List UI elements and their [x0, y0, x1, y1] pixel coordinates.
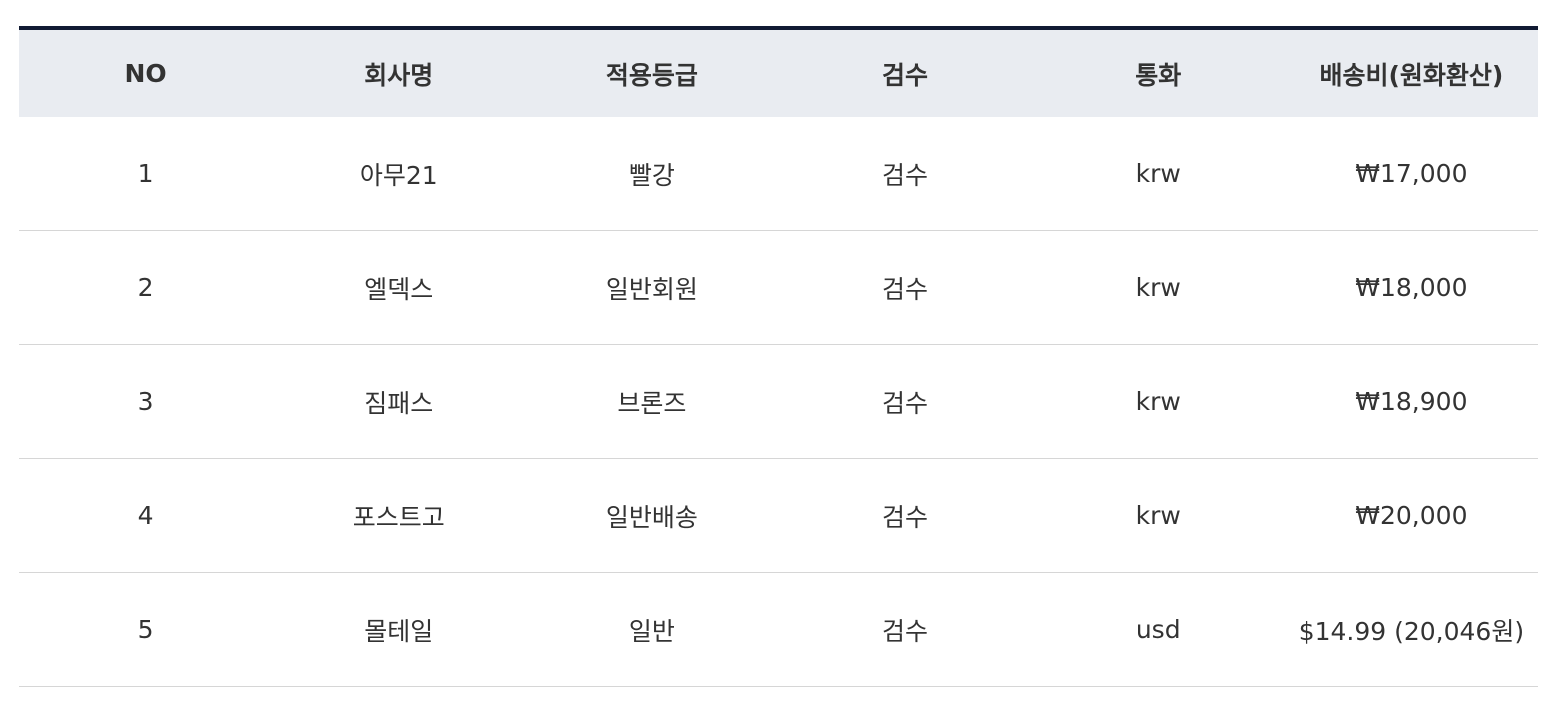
cell-company: 엘덱스 [272, 230, 526, 345]
cell-company: 포스트고 [272, 458, 526, 573]
cell-inspection: 검수 [778, 344, 1032, 459]
cell-shipping-fee: $14.99 (20,046원) [1284, 572, 1538, 687]
cell-inspection: 검수 [778, 458, 1032, 573]
table-header-row: NO 회사명 적용등급 검수 통화 배송비(원화환산) [19, 28, 1538, 117]
cell-company: 아무21 [272, 117, 526, 231]
cell-currency: krw [1031, 230, 1285, 345]
cell-no: 2 [19, 230, 273, 345]
cell-grade: 일반회원 [525, 230, 779, 345]
header-no: NO [19, 28, 273, 117]
table-row: 4 포스트고 일반배송 검수 krw ₩20,000 [19, 458, 1538, 573]
cell-currency: krw [1031, 344, 1285, 459]
header-company: 회사명 [272, 28, 526, 117]
header-shipping-fee: 배송비(원화환산) [1284, 28, 1538, 117]
cell-shipping-fee: ₩17,000 [1284, 117, 1538, 231]
cell-no: 1 [19, 117, 273, 231]
cell-currency: krw [1031, 458, 1285, 573]
cell-shipping-fee: ₩18,900 [1284, 344, 1538, 459]
cell-company: 짐패스 [272, 344, 526, 459]
cell-shipping-fee: ₩18,000 [1284, 230, 1538, 345]
header-grade: 적용등급 [525, 28, 779, 117]
cell-inspection: 검수 [778, 572, 1032, 687]
cell-inspection: 검수 [778, 230, 1032, 345]
header-currency: 통화 [1031, 28, 1285, 117]
table-row: 1 아무21 빨강 검수 krw ₩17,000 [19, 117, 1538, 231]
cell-inspection: 검수 [778, 117, 1032, 231]
cell-grade: 일반배송 [525, 458, 779, 573]
cell-currency: usd [1031, 572, 1285, 687]
cell-grade: 일반 [525, 572, 779, 687]
cell-grade: 빨강 [525, 117, 779, 231]
shipping-fee-table: NO 회사명 적용등급 검수 통화 배송비(원화환산) 1 아무21 빨강 검수 krw… [19, 26, 1538, 687]
cell-currency: krw [1031, 117, 1285, 231]
cell-no: 3 [19, 344, 273, 459]
cell-company: 몰테일 [272, 572, 526, 687]
cell-no: 4 [19, 458, 273, 573]
cell-grade: 브론즈 [525, 344, 779, 459]
table-row: 2 엘덱스 일반회원 검수 krw ₩18,000 [19, 230, 1538, 345]
header-inspection: 검수 [778, 28, 1032, 117]
cell-no: 5 [19, 572, 273, 687]
table-row: 3 짐패스 브론즈 검수 krw ₩18,900 [19, 344, 1538, 459]
cell-shipping-fee: ₩20,000 [1284, 458, 1538, 573]
table-row: 5 몰테일 일반 검수 usd $14.99 (20,046원) [19, 572, 1538, 687]
